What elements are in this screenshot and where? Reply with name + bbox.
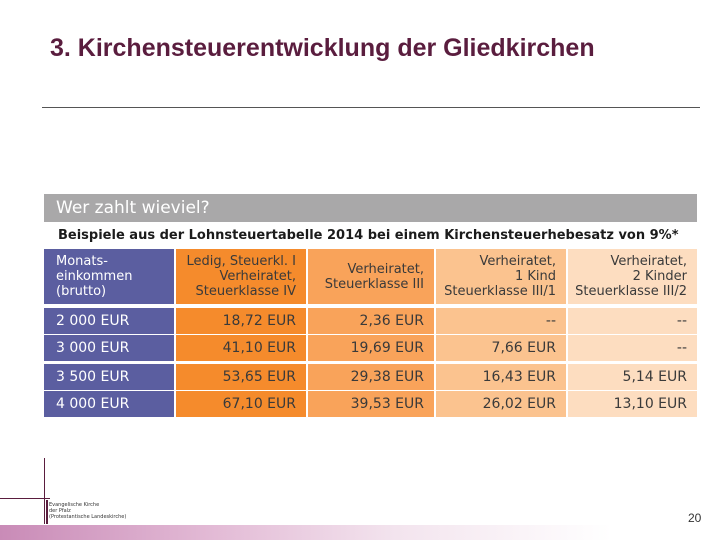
row-divider [44,306,697,308]
table-cell: 2 000 EUR [44,308,174,334]
logo-mark [0,498,50,499]
page-number: 20 [688,511,702,525]
column-header: Ledig, Steuerkl. I Verheiratet, Steuerkl… [176,249,306,304]
row-divider [44,334,697,335]
table-cell: -- [568,308,697,334]
table-cell: 3 000 EUR [44,335,174,361]
footer-bar [0,525,720,540]
table-cell: 67,10 EUR [176,391,306,417]
table-cell: 3 500 EUR [44,364,174,390]
column-header: Verheiratet, Steuerklasse III [308,249,434,304]
church-tax-table: Wer zahlt wieviel? Beispiele aus der Loh… [44,194,697,418]
row-divider [44,362,697,364]
table-subtitle: Beispiele aus der Lohnsteuertabelle 2014… [58,228,679,243]
column-header: Verheiratet, 1 Kind Steuerklasse III/1 [436,249,566,304]
table-cell: 16,43 EUR [436,364,566,390]
table-cell: 39,53 EUR [308,391,434,417]
table-cell: 2,36 EUR [308,308,434,334]
column-header: Verheiratet, 2 Kinder Steuerklasse III/2 [568,249,697,304]
table-header: Wer zahlt wieviel? [44,194,697,222]
logo-mark [34,500,48,524]
title-divider [42,107,700,108]
slide-title: 3. Kirchensteuerentwicklung der Gliedkir… [50,34,595,62]
table-cell: 4 000 EUR [44,391,174,417]
table-grid: Monats- einkommen (brutto) Ledig, Steuer… [44,249,697,418]
table-cell: 41,10 EUR [176,335,306,361]
table-cell: -- [568,335,697,361]
table-cell: 5,14 EUR [568,364,697,390]
row-divider [44,390,697,391]
logo-mark [44,458,45,524]
table-cell: 53,65 EUR [176,364,306,390]
table-cell: 19,69 EUR [308,335,434,361]
church-logo-text: Evangelische Kirche der Pfalz (Protestan… [49,502,127,520]
table-cell: 29,38 EUR [308,364,434,390]
table-cell: -- [436,308,566,334]
column-header: Monats- einkommen (brutto) [44,249,174,304]
table-cell: 7,66 EUR [436,335,566,361]
table-cell: 13,10 EUR [568,391,697,417]
table-cell: 26,02 EUR [436,391,566,417]
table-cell: 18,72 EUR [176,308,306,334]
